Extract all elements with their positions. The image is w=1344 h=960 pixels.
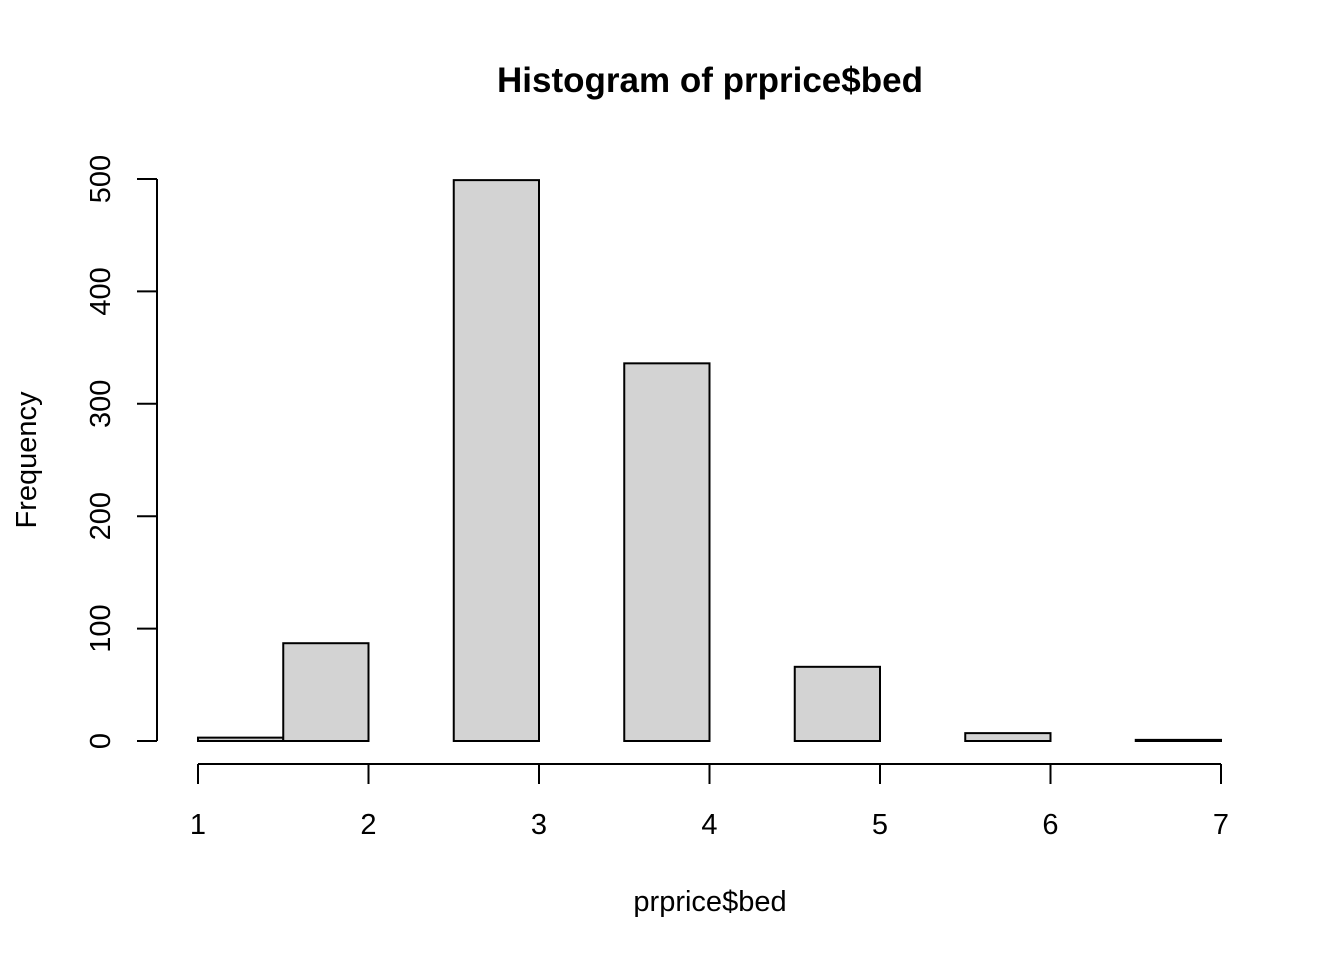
histogram-bar xyxy=(452,179,540,742)
histogram-bar xyxy=(1134,738,1222,742)
chart-title: Histogram of prprice$bed xyxy=(497,61,923,100)
x-axis-label: prprice$bed xyxy=(633,886,786,918)
x-tick-label: 5 xyxy=(872,809,888,841)
x-tick-label: 7 xyxy=(1213,809,1229,841)
x-tick-label: 6 xyxy=(1042,809,1058,841)
x-tick-label: 1 xyxy=(190,809,206,841)
histogram-bar xyxy=(623,362,711,742)
y-axis-label: Frequency xyxy=(11,391,43,529)
x-tick-label: 2 xyxy=(360,809,376,841)
y-tick-label: 300 xyxy=(85,380,117,428)
x-tick-label: 3 xyxy=(531,809,547,841)
histogram-bar xyxy=(964,732,1052,743)
y-axis: 0 100 200 300 400 500 xyxy=(85,155,158,749)
y-tick-label: 0 xyxy=(85,733,117,749)
x-tick-label: 4 xyxy=(701,809,717,841)
histogram-bar xyxy=(282,642,370,742)
y-tick-label: 400 xyxy=(85,267,117,315)
x-axis: 1 2 3 4 5 6 7 xyxy=(190,763,1229,841)
y-tick-label: 200 xyxy=(85,492,117,540)
bars-group xyxy=(197,179,1222,743)
y-tick-label: 100 xyxy=(85,604,117,652)
histogram-bar xyxy=(197,736,285,742)
y-tick-label: 500 xyxy=(85,155,117,203)
histogram-bar xyxy=(793,665,881,742)
